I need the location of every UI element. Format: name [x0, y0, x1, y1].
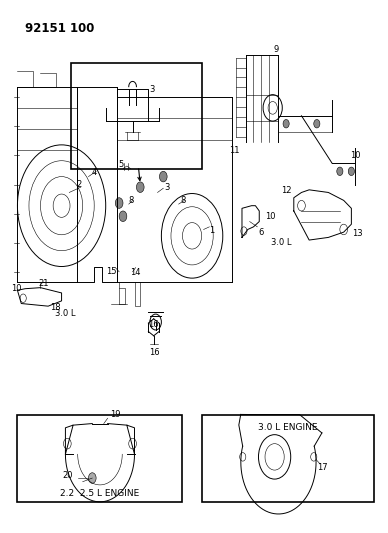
Text: 5: 5	[118, 160, 124, 169]
Circle shape	[348, 167, 355, 175]
Text: 13: 13	[352, 229, 362, 238]
Circle shape	[314, 119, 320, 128]
Text: 3: 3	[149, 85, 154, 94]
Text: 12: 12	[281, 187, 291, 196]
Bar	[202, 415, 374, 502]
Text: 9: 9	[274, 45, 279, 54]
Text: 92151 100: 92151 100	[25, 22, 95, 35]
Circle shape	[88, 473, 96, 483]
Text: 4: 4	[92, 168, 97, 177]
Text: 17: 17	[317, 463, 328, 472]
Text: 16: 16	[148, 320, 159, 329]
Circle shape	[159, 171, 167, 182]
Text: 1: 1	[209, 226, 214, 235]
Text: 15: 15	[106, 267, 117, 276]
Text: 2: 2	[76, 180, 81, 189]
Text: 20: 20	[62, 471, 73, 480]
Bar	[71, 63, 202, 168]
Text: 2.2  2.5 L ENGINE: 2.2 2.5 L ENGINE	[61, 489, 140, 498]
Text: 10: 10	[265, 212, 276, 221]
Text: 3.0 L: 3.0 L	[271, 238, 291, 247]
Text: 3.0 L ENGINE: 3.0 L ENGINE	[258, 423, 318, 432]
Circle shape	[337, 167, 343, 175]
Text: 18: 18	[50, 303, 61, 312]
Text: 3: 3	[165, 183, 170, 192]
Text: 14: 14	[130, 268, 141, 277]
Text: 10: 10	[10, 284, 21, 293]
Text: 6: 6	[258, 228, 264, 237]
Circle shape	[115, 198, 123, 208]
Text: 11: 11	[229, 146, 239, 155]
Text: 8: 8	[128, 196, 133, 205]
Text: 10: 10	[350, 151, 360, 160]
Text: 8: 8	[180, 197, 186, 205]
Text: 3.0 L: 3.0 L	[55, 309, 76, 318]
Text: 19: 19	[110, 410, 121, 419]
Text: 16: 16	[149, 348, 160, 357]
Bar	[17, 415, 182, 502]
Circle shape	[283, 119, 289, 128]
Text: 21: 21	[38, 279, 49, 288]
Circle shape	[119, 211, 127, 222]
Circle shape	[137, 182, 144, 192]
